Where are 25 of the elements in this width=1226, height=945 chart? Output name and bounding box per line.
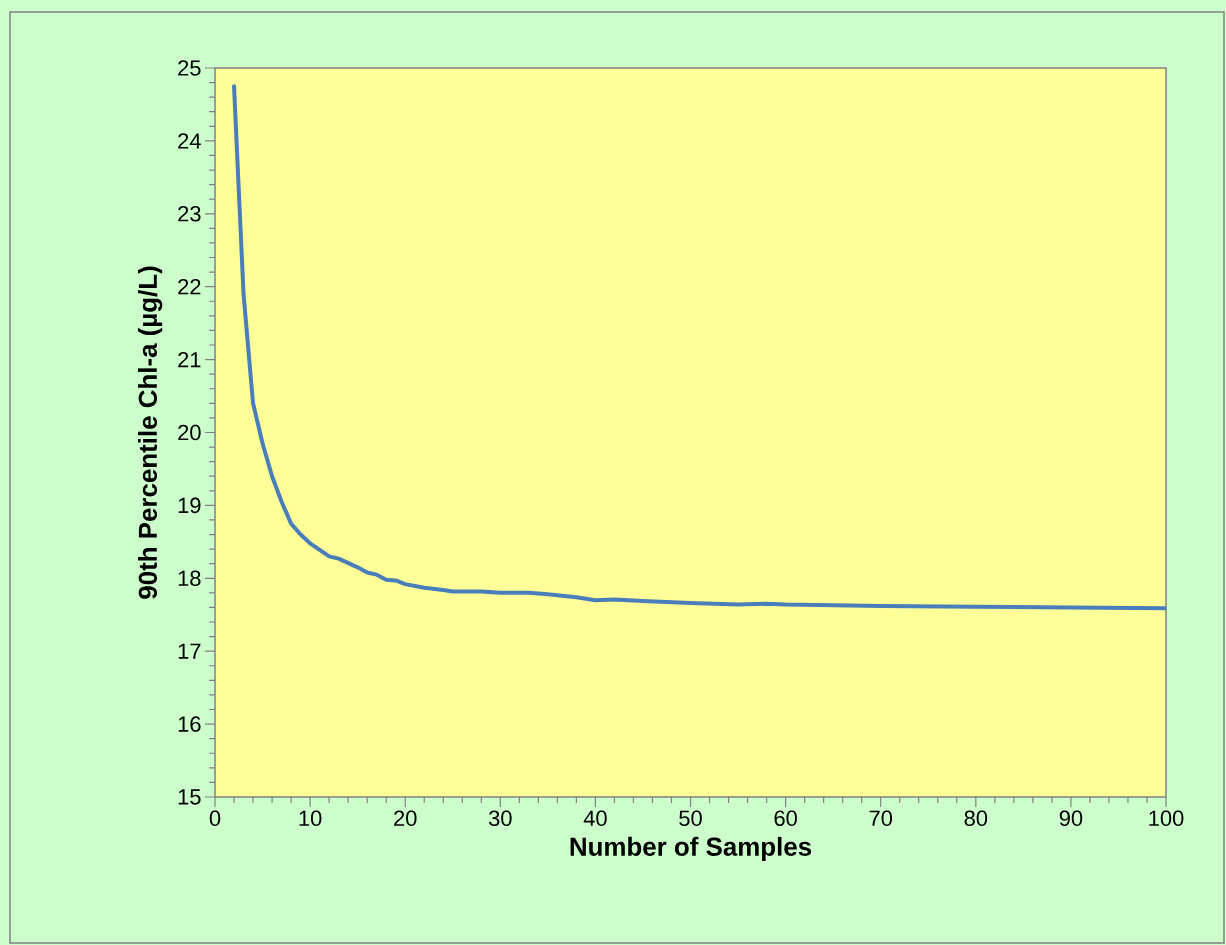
x-tick-label: 30: [488, 810, 512, 827]
y-tick-label: 15: [178, 789, 201, 805]
x-axis-title: Number of Samples: [570, 836, 812, 862]
y-tick-label: 18: [178, 570, 201, 587]
y-tick-label: 25: [178, 60, 201, 76]
x-tick-label: 90: [1059, 810, 1083, 827]
y-tick-label: 21: [178, 351, 201, 368]
x-tick-label: 80: [964, 810, 988, 827]
y-tick-label: 17: [178, 643, 201, 659]
line-series: [232, 84, 1167, 611]
y-tick-label: 24: [178, 133, 201, 149]
x-tick-label: 0: [209, 810, 221, 827]
y-tick-label: 23: [178, 206, 201, 222]
y-tick-label: 19: [178, 497, 201, 514]
y-axis-title: 90th Percentile Chl-a (µg/L): [138, 266, 163, 599]
x-tick-label: 70: [869, 810, 893, 827]
x-tick-label: 100: [1149, 810, 1184, 827]
x-tick-label: 40: [583, 810, 607, 827]
x-tick-label: 20: [394, 810, 417, 827]
y-tick-label: 22: [178, 279, 201, 295]
x-tick-label: 50: [679, 810, 702, 827]
y-tick-label: 16: [178, 716, 201, 732]
y-tick-label: 20: [178, 424, 201, 441]
x-tick-label: 10: [299, 810, 322, 827]
x-tick-label: 60: [774, 810, 797, 827]
